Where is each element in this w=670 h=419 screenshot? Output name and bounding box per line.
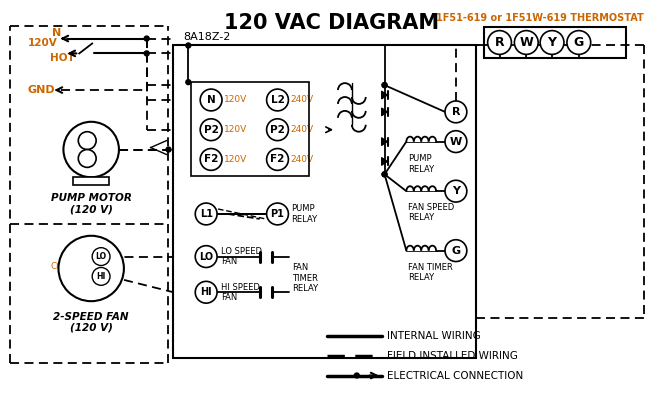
Text: ELECTRICAL CONNECTION: ELECTRICAL CONNECTION bbox=[387, 370, 523, 380]
Polygon shape bbox=[382, 158, 387, 166]
Text: Y: Y bbox=[547, 36, 557, 49]
Text: COM: COM bbox=[50, 262, 72, 271]
Bar bbox=[73, 177, 109, 185]
Circle shape bbox=[92, 267, 110, 285]
Text: N: N bbox=[207, 95, 216, 105]
Circle shape bbox=[382, 172, 387, 177]
Circle shape bbox=[354, 373, 359, 378]
Circle shape bbox=[200, 119, 222, 141]
Circle shape bbox=[488, 31, 511, 54]
Text: G: G bbox=[574, 36, 584, 49]
Circle shape bbox=[78, 132, 96, 150]
Text: HI SPEED
FAN: HI SPEED FAN bbox=[221, 282, 260, 302]
Text: 240V: 240V bbox=[290, 155, 314, 164]
Polygon shape bbox=[382, 91, 387, 99]
Circle shape bbox=[445, 131, 467, 153]
Text: HI: HI bbox=[200, 287, 212, 297]
Text: HOT: HOT bbox=[50, 53, 74, 63]
Text: LO: LO bbox=[199, 251, 213, 261]
Text: 240V: 240V bbox=[290, 96, 314, 104]
Circle shape bbox=[200, 149, 222, 171]
Text: FAN SPEED
RELAY: FAN SPEED RELAY bbox=[408, 203, 454, 222]
Text: Y: Y bbox=[452, 186, 460, 196]
Circle shape bbox=[445, 180, 467, 202]
Text: 2-SPEED FAN: 2-SPEED FAN bbox=[54, 312, 129, 322]
Circle shape bbox=[382, 83, 387, 88]
Text: G: G bbox=[452, 246, 460, 256]
Text: P1: P1 bbox=[271, 209, 285, 219]
Circle shape bbox=[144, 36, 149, 41]
Circle shape bbox=[445, 101, 467, 123]
Circle shape bbox=[540, 31, 564, 54]
Circle shape bbox=[186, 80, 191, 85]
Text: F2: F2 bbox=[270, 155, 285, 164]
Text: N: N bbox=[52, 28, 61, 38]
Circle shape bbox=[92, 248, 110, 266]
Text: LO SPEED
FAN: LO SPEED FAN bbox=[221, 247, 262, 266]
Text: 120V: 120V bbox=[224, 96, 247, 104]
Circle shape bbox=[567, 31, 591, 54]
Text: 8A18Z-2: 8A18Z-2 bbox=[184, 31, 230, 41]
Circle shape bbox=[144, 51, 149, 56]
Text: 240V: 240V bbox=[290, 125, 314, 134]
Circle shape bbox=[267, 149, 288, 171]
Text: P2: P2 bbox=[204, 125, 218, 135]
Text: L2: L2 bbox=[271, 95, 285, 105]
Text: 120 VAC DIAGRAM: 120 VAC DIAGRAM bbox=[224, 13, 440, 33]
Circle shape bbox=[267, 119, 288, 141]
Text: FIELD INSTALLED WIRING: FIELD INSTALLED WIRING bbox=[387, 351, 517, 361]
Text: HI: HI bbox=[96, 272, 106, 281]
Circle shape bbox=[78, 150, 96, 167]
Circle shape bbox=[267, 89, 288, 111]
Text: FAN TIMER
RELAY: FAN TIMER RELAY bbox=[408, 263, 453, 282]
Circle shape bbox=[267, 203, 288, 225]
Bar bbox=[484, 27, 626, 58]
Bar bbox=[174, 46, 476, 358]
Text: R: R bbox=[452, 107, 460, 117]
Text: L1: L1 bbox=[200, 209, 212, 219]
Circle shape bbox=[166, 147, 171, 152]
Text: INTERNAL WIRING: INTERNAL WIRING bbox=[387, 331, 480, 341]
Text: 120V: 120V bbox=[224, 125, 247, 134]
Text: (120 V): (120 V) bbox=[70, 323, 113, 333]
Text: W: W bbox=[450, 137, 462, 147]
Circle shape bbox=[64, 122, 119, 177]
Text: PUMP MOTOR: PUMP MOTOR bbox=[51, 193, 131, 203]
Text: W: W bbox=[519, 36, 533, 49]
Text: P2: P2 bbox=[270, 125, 285, 135]
Text: LO: LO bbox=[96, 252, 107, 261]
Text: 1F51-619 or 1F51W-619 THERMOSTAT: 1F51-619 or 1F51W-619 THERMOSTAT bbox=[436, 13, 644, 23]
Circle shape bbox=[195, 281, 217, 303]
Circle shape bbox=[382, 172, 387, 177]
Circle shape bbox=[382, 83, 387, 88]
Polygon shape bbox=[382, 138, 387, 145]
Text: FAN
TIMER
RELAY: FAN TIMER RELAY bbox=[292, 264, 318, 293]
Bar bbox=[192, 82, 310, 176]
Circle shape bbox=[195, 203, 217, 225]
Circle shape bbox=[195, 246, 217, 267]
Circle shape bbox=[445, 240, 467, 261]
Text: 120V: 120V bbox=[27, 39, 58, 49]
Text: PUMP
RELAY: PUMP RELAY bbox=[408, 155, 434, 174]
Text: R: R bbox=[494, 36, 505, 49]
Text: F2: F2 bbox=[204, 155, 218, 164]
Text: (120 V): (120 V) bbox=[70, 204, 113, 214]
Circle shape bbox=[58, 236, 124, 301]
Text: PUMP
RELAY: PUMP RELAY bbox=[291, 204, 318, 224]
Circle shape bbox=[186, 43, 191, 48]
Circle shape bbox=[200, 89, 222, 111]
Polygon shape bbox=[382, 108, 387, 116]
Text: 120V: 120V bbox=[224, 155, 247, 164]
Circle shape bbox=[515, 31, 538, 54]
Text: GND: GND bbox=[27, 85, 56, 95]
